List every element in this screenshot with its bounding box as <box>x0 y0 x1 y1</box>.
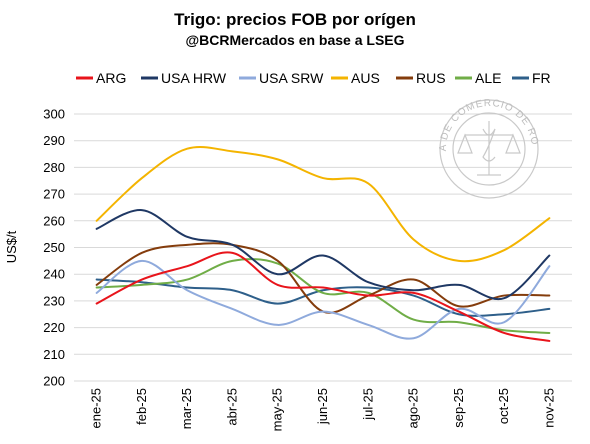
y-tick-label: 240 <box>43 267 65 282</box>
series-line-rus <box>95 242 551 314</box>
x-axis: ene-25 feb-25 mar-25 abr-25 may-25 jun-25 jul-… <box>89 388 557 431</box>
x-tick-label: abr-25 <box>224 388 239 426</box>
y-tick-label: 250 <box>43 240 65 255</box>
y-axis: 200 210 220 230 240 250 260 270 280 290 300 <box>43 107 65 389</box>
legend-label-usa-srw: USA SRW <box>259 70 324 86</box>
chart-subtitle: @BCRMercados en base a LSEG <box>185 32 404 48</box>
y-tick-label: 260 <box>43 213 65 228</box>
x-tick-label: mar-25 <box>179 388 194 429</box>
x-tick-label: may-25 <box>270 388 285 431</box>
x-tick-label: oct-25 <box>496 388 511 424</box>
legend: ARG USA HRW USA SRW AUS RUS ALE FR <box>76 70 551 86</box>
x-tick-label: sep-25 <box>451 388 466 428</box>
legend-label-usa-hrw: USA HRW <box>161 70 227 86</box>
series-lines <box>95 145 551 342</box>
chart-title: Trigo: precios FOB por orígen <box>174 10 416 29</box>
gridlines <box>74 113 572 382</box>
y-tick-label: 270 <box>43 187 65 202</box>
y-axis-label: US$/t <box>4 230 19 263</box>
y-tick-label: 280 <box>43 160 65 175</box>
legend-label-aus: AUS <box>351 70 380 86</box>
y-tick-label: 220 <box>43 320 65 335</box>
series-line-aus <box>95 145 551 263</box>
x-tick-label: ene-25 <box>89 388 104 428</box>
x-tick-label: feb-25 <box>134 388 149 425</box>
legend-label-rus: RUS <box>416 70 446 86</box>
legend-label-fr: FR <box>532 70 551 86</box>
x-tick-label: jun-25 <box>315 388 330 425</box>
series-line-usa-hrw <box>95 209 551 301</box>
series-line-fr <box>95 278 551 317</box>
bcr-seal-watermark: BOLSA DE COMERCIO DE ROSARIO <box>438 98 539 199</box>
y-tick-label: 210 <box>43 347 65 362</box>
series-line-arg <box>95 251 551 342</box>
y-tick-label: 200 <box>43 374 65 389</box>
y-tick-label: 230 <box>43 293 65 308</box>
x-tick-label: nov-25 <box>541 388 556 428</box>
legend-label-arg: ARG <box>96 70 126 86</box>
legend-label-ale: ALE <box>475 70 501 86</box>
series-line-ale <box>95 258 551 334</box>
y-tick-label: 290 <box>43 133 65 148</box>
x-tick-label: ago-25 <box>406 388 421 428</box>
series-line-usa-srw <box>95 259 551 340</box>
y-tick-label: 300 <box>43 107 65 122</box>
x-tick-label: jul-25 <box>360 388 375 421</box>
